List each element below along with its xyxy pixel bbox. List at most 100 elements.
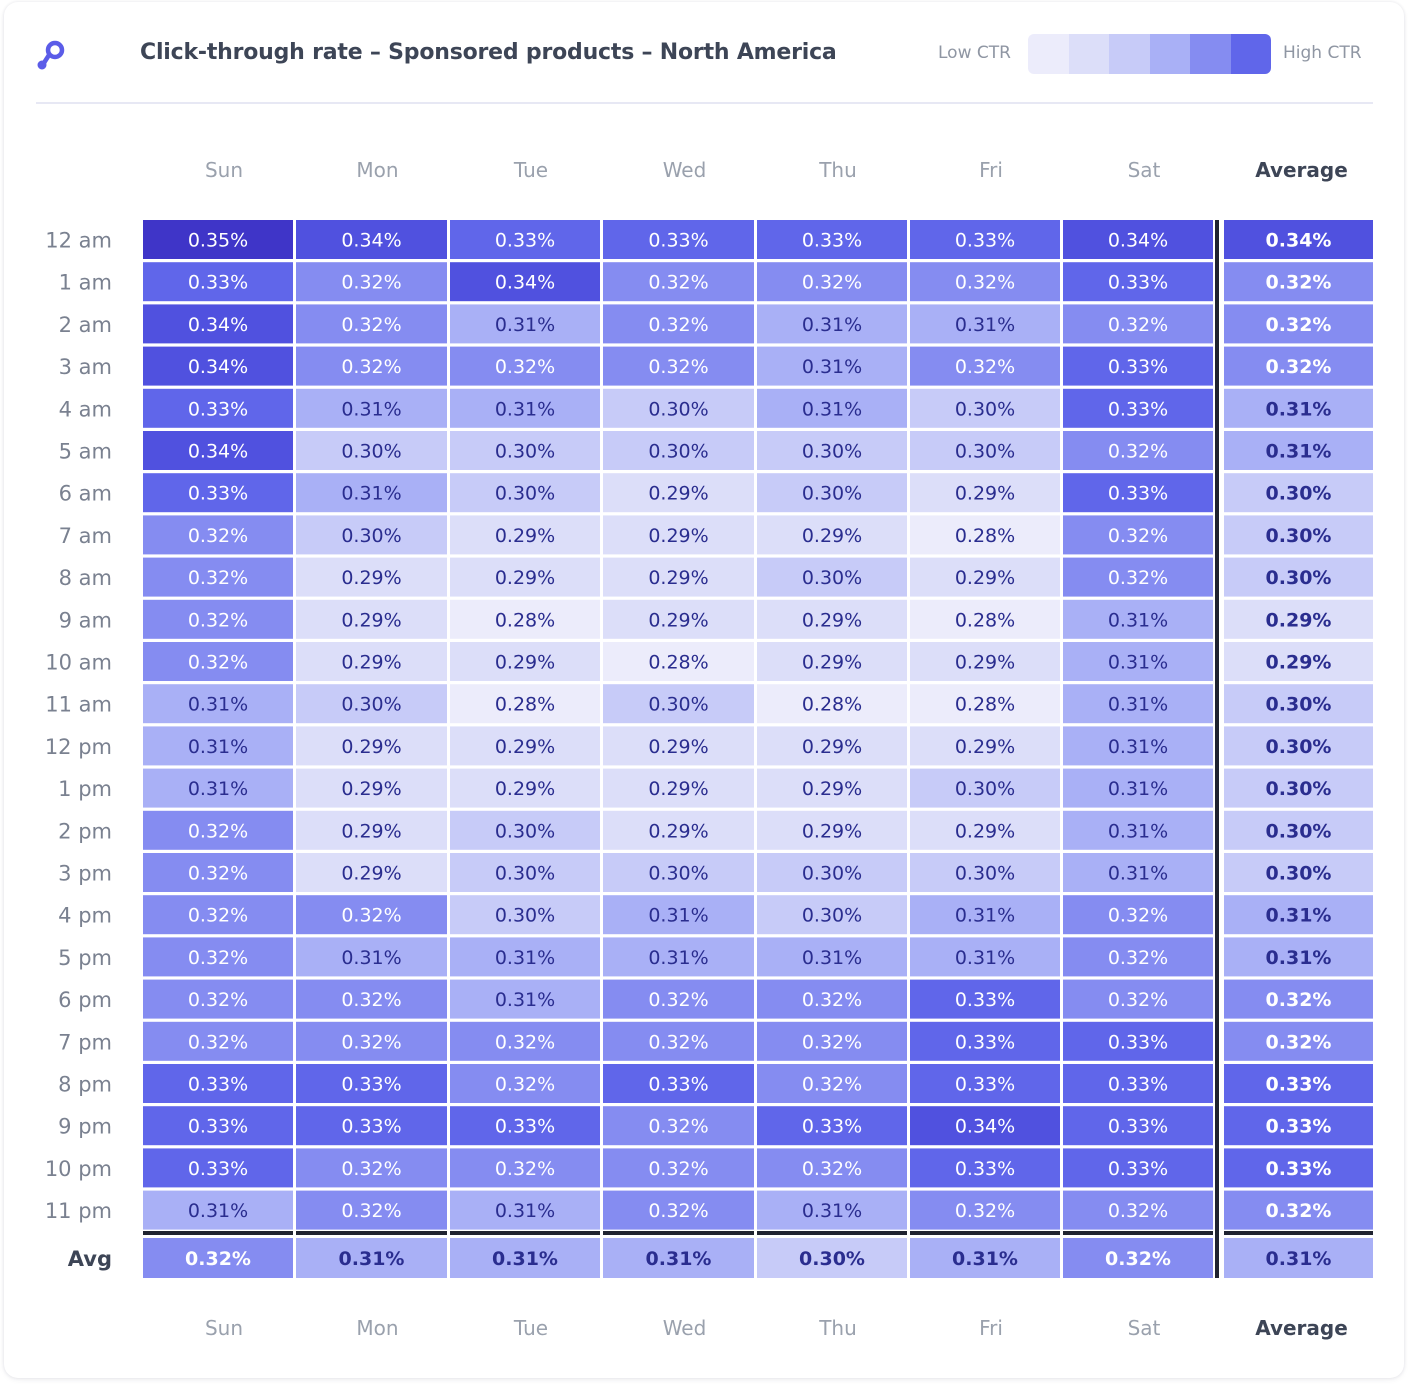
cell-8-am-wed	[603, 557, 754, 597]
cell-4-am-mon-label: 0.31%	[341, 398, 401, 420]
row-label-4-am: 4 am	[59, 397, 112, 421]
cell-10-pm-sun	[143, 1148, 293, 1188]
cell-5-pm-tue-label: 0.31%	[495, 947, 555, 969]
cell-3-pm-tue-label: 0.30%	[495, 863, 555, 885]
cell-10-pm-mon-label: 0.32%	[341, 1158, 401, 1180]
cell-7-am-mon-label: 0.30%	[341, 525, 401, 547]
cell-1-am-wed	[603, 262, 754, 302]
cell-2-pm-thu	[757, 810, 907, 850]
cell-9-am-thu	[757, 599, 907, 639]
cell-11-pm-fri	[910, 1190, 1060, 1230]
cell-5-am-wed-label: 0.30%	[648, 441, 708, 463]
cell-1-am-thu-label: 0.32%	[802, 272, 862, 294]
cell-7-pm-fri-label: 0.33%	[955, 1031, 1015, 1053]
cell-8-pm-sun-label: 0.33%	[188, 1074, 248, 1096]
cell-2-pm-tue	[450, 810, 600, 850]
cell-3-pm-tue	[450, 853, 600, 892]
cell-9-am-sat	[1063, 599, 1213, 639]
cell-7-am-sat-label: 0.32%	[1108, 525, 1168, 547]
cell-2-am-thu	[757, 304, 907, 344]
cell-6-am-wed	[603, 473, 754, 513]
cell-6-pm-sat-label: 0.32%	[1108, 989, 1168, 1011]
cell-12-pm-sat-label: 0.31%	[1108, 736, 1168, 758]
cell-3-pm-wed	[603, 853, 754, 892]
cell-2-am-sun-label: 0.34%	[188, 314, 248, 336]
cell-10-am-sat	[1063, 642, 1213, 681]
row-label-10-pm: 10 pm	[45, 1157, 112, 1181]
cell-9-am-sat-label: 0.31%	[1108, 609, 1168, 631]
cell-6-am-mon	[296, 473, 447, 513]
column-average-thu-label: 0.30%	[799, 1248, 865, 1270]
cell-6-pm-sun-label: 0.32%	[188, 989, 248, 1011]
cell-12-pm-tue-label: 0.29%	[495, 736, 555, 758]
row-average-6-am-label: 0.30%	[1266, 483, 1332, 505]
average-row-separator-3	[603, 1231, 754, 1235]
cell-3-am-sun-label: 0.34%	[188, 356, 248, 378]
cell-3-am-wed	[603, 346, 754, 386]
cell-2-am-sun	[143, 304, 293, 344]
row-average-10-pm-label: 0.33%	[1266, 1158, 1332, 1180]
legend-swatch-4	[1190, 34, 1231, 74]
overall-average-label: 0.31%	[1266, 1248, 1332, 1270]
row-label-12-pm: 12 pm	[45, 735, 112, 759]
cell-3-pm-fri	[910, 853, 1060, 892]
column-average-thu	[757, 1238, 907, 1278]
cell-10-pm-sat	[1063, 1148, 1213, 1188]
average-row-separator-2	[450, 1231, 600, 1235]
overall-average	[1224, 1238, 1373, 1278]
cell-3-am-thu	[757, 346, 907, 386]
row-label-5-am: 5 am	[59, 440, 112, 464]
cell-2-pm-thu-label: 0.29%	[802, 820, 862, 842]
cell-6-am-tue	[450, 473, 600, 513]
cell-7-pm-sun	[143, 1021, 293, 1061]
cell-11-pm-sat	[1063, 1190, 1213, 1230]
cell-6-am-thu-label: 0.30%	[802, 483, 862, 505]
cell-11-am-mon	[296, 684, 447, 724]
cell-12-am-sat	[1063, 220, 1213, 259]
cell-9-am-fri-label: 0.28%	[955, 609, 1015, 631]
cell-4-pm-sat	[1063, 895, 1213, 935]
cell-5-pm-wed-label: 0.31%	[648, 947, 708, 969]
cell-8-pm-thu-label: 0.32%	[802, 1074, 862, 1096]
cell-9-am-tue	[450, 599, 600, 639]
cell-10-pm-tue-label: 0.32%	[495, 1158, 555, 1180]
cell-12-am-tue	[450, 220, 600, 259]
cell-9-am-mon	[296, 599, 447, 639]
row-label-10-am: 10 am	[45, 651, 112, 675]
cell-12-pm-tue	[450, 726, 600, 766]
header-divider	[36, 102, 1373, 104]
row-average-7-pm	[1224, 1021, 1373, 1061]
cell-9-pm-wed	[603, 1106, 754, 1146]
column-average-tue-label: 0.31%	[492, 1248, 558, 1270]
cell-1-am-fri-label: 0.32%	[955, 272, 1015, 294]
cell-10-pm-wed	[603, 1148, 754, 1188]
column-header-bottom-sun: Sun	[205, 1316, 243, 1340]
cell-5-am-sat	[1063, 431, 1213, 470]
cell-3-pm-thu	[757, 853, 907, 892]
cell-4-pm-wed	[603, 895, 754, 935]
cell-11-pm-thu-label: 0.31%	[802, 1200, 862, 1222]
cell-2-pm-wed-label: 0.29%	[648, 820, 708, 842]
column-average-fri-label: 0.31%	[952, 1248, 1018, 1270]
cell-7-am-wed-label: 0.29%	[648, 525, 708, 547]
cell-2-pm-tue-label: 0.30%	[495, 820, 555, 842]
cell-12-am-fri	[910, 220, 1060, 259]
cell-7-am-fri	[910, 515, 1060, 555]
legend-low-label: Low CTR	[938, 43, 1011, 63]
cell-4-pm-tue-label: 0.30%	[495, 905, 555, 927]
cell-8-am-fri	[910, 557, 1060, 597]
chart-title: Click-through rate – Sponsored products …	[140, 40, 837, 65]
cell-9-am-fri	[910, 599, 1060, 639]
row-label-7-am: 7 am	[59, 524, 112, 548]
cell-7-pm-mon-label: 0.32%	[341, 1031, 401, 1053]
cell-1-am-wed-label: 0.32%	[648, 272, 708, 294]
cell-3-am-mon	[296, 346, 447, 386]
cell-5-am-tue	[450, 431, 600, 470]
cell-8-pm-sat	[1063, 1064, 1213, 1103]
cell-6-am-sat-label: 0.33%	[1108, 483, 1168, 505]
row-average-10-am	[1224, 642, 1373, 681]
cell-7-am-mon	[296, 515, 447, 555]
row-label-8-pm: 8 pm	[58, 1073, 112, 1097]
legend-high-label: High CTR	[1283, 43, 1362, 63]
cell-8-pm-fri	[910, 1064, 1060, 1103]
